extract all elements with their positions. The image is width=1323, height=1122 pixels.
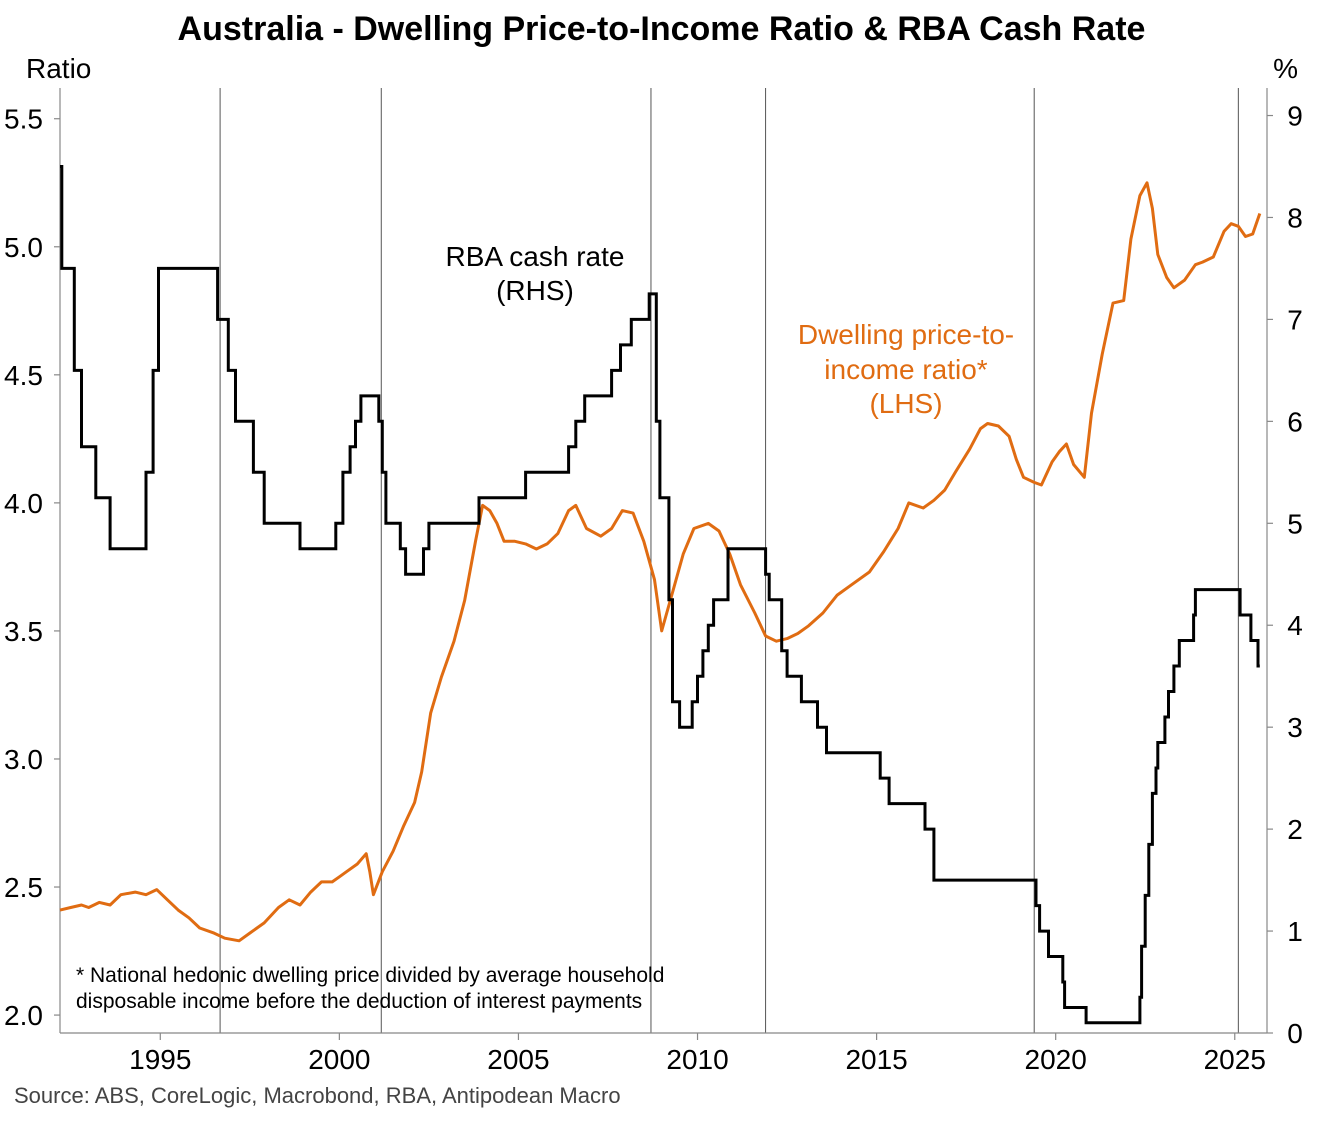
series-layer [59, 165, 1262, 1025]
left-tick-label: 5.0 [4, 232, 43, 263]
left-tick-label: 5.5 [4, 104, 43, 135]
cash-rate-label: RBA cash rate [446, 241, 625, 272]
footnote-line-2: disposable income before the deduction o… [76, 990, 642, 1013]
x-tick-label: 2025 [1204, 1044, 1266, 1075]
ratio-label-lhs: (LHS) [869, 388, 942, 419]
right-tick-label: 2 [1287, 814, 1303, 845]
cash-rate-series-line [60, 165, 1260, 1025]
right-tick-label: 7 [1287, 304, 1303, 335]
left-tick-label: 2.0 [4, 1000, 43, 1031]
ratio-label-line2: income ratio* [824, 354, 988, 385]
footnote-line-1: * National hedonic dwelling price divide… [76, 964, 664, 987]
cash-rate-label-rhs: (RHS) [496, 275, 574, 306]
chart-title: Australia - Dwelling Price-to-Income Rat… [177, 10, 1146, 48]
x-tick-label: 2000 [308, 1044, 370, 1075]
right-tick-label: 4 [1287, 610, 1303, 641]
left-tick-label: 3.0 [4, 744, 43, 775]
right-tick-label: 9 [1287, 101, 1303, 132]
chart-canvas: 2.0 2.5 3.0 3.5 4.0 4.5 5.0 5.5 0 1 2 3 4 5 6 7 8 9 1995 20… [4, 53, 1303, 1075]
right-tick-label: 8 [1287, 202, 1303, 233]
axes: 2.0 2.5 3.0 3.5 4.0 4.5 5.0 5.5 0 1 2 3 4 5 6 7 8 9 1995 20… [4, 53, 1303, 1075]
right-tick-label: 3 [1287, 712, 1303, 743]
x-tick-label: 1995 [129, 1044, 191, 1075]
annotation-layer: RBA cash rate(RHS) Dwelling price-to-inco… [76, 241, 1014, 1013]
right-tick-label: 0 [1287, 1018, 1303, 1049]
x-tick-label: 2005 [487, 1044, 549, 1075]
left-tick-label: 2.5 [4, 872, 43, 903]
right-tick-label: 6 [1287, 406, 1303, 437]
x-tick-label: 2015 [845, 1044, 907, 1075]
ratio-series-line [59, 181, 1262, 943]
left-axis-label: Ratio [26, 53, 91, 84]
right-tick-label: 5 [1287, 508, 1303, 539]
left-tick-label: 4.5 [4, 360, 43, 391]
x-tick-label: 2020 [1025, 1044, 1087, 1075]
right-axis-label: % [1273, 53, 1298, 84]
ratio-label: Dwelling price-to- [798, 319, 1014, 350]
source-note: Source: ABS, CoreLogic, Macrobond, RBA, … [14, 1083, 621, 1108]
right-tick-label: 1 [1287, 916, 1303, 947]
left-tick-label: 4.0 [4, 488, 43, 519]
x-tick-label: 2010 [666, 1044, 728, 1075]
left-tick-label: 3.5 [4, 616, 43, 647]
